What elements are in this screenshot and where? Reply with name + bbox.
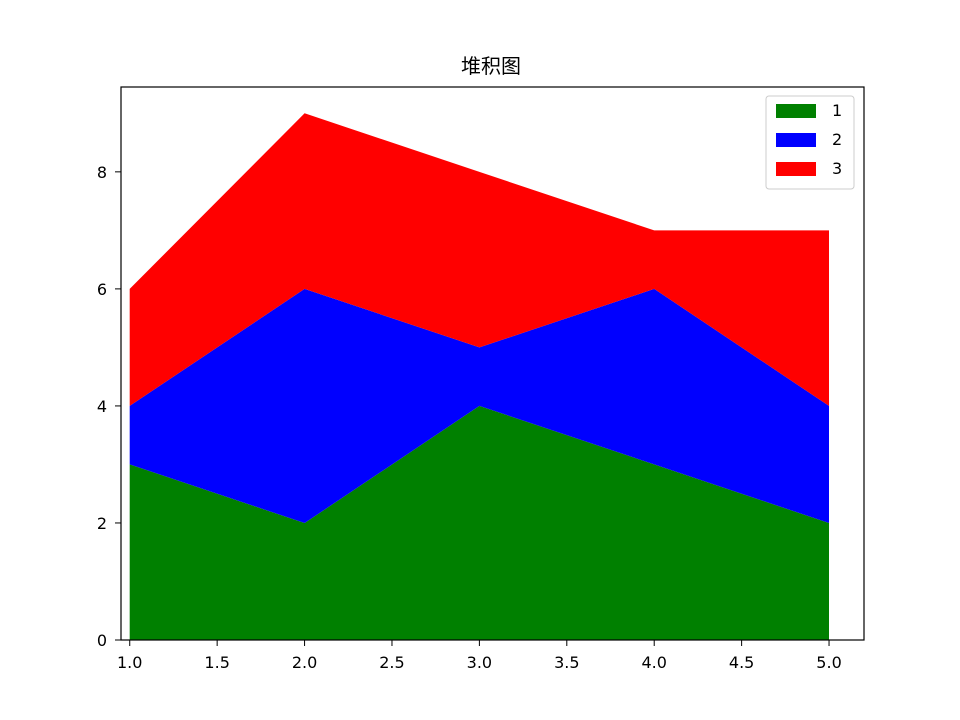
legend: 1 2 3	[765, 95, 855, 190]
y-tick-label: 2	[97, 514, 107, 533]
x-tick-label: 2.0	[292, 653, 317, 672]
x-tick-label: 2.5	[379, 653, 404, 672]
legend-swatch-2	[776, 133, 816, 147]
x-tick-label: 3.0	[467, 653, 492, 672]
area-series-2	[129, 288, 829, 523]
y-tick-label: 0	[97, 631, 107, 650]
x-axis: 1.0 1.5 2.0 2.5 3.0 3.5 4.0 4.5 5.0	[117, 640, 842, 672]
legend-swatch-3	[776, 162, 816, 176]
legend-label-2: 2	[832, 130, 842, 149]
legend-label-1: 1	[832, 101, 842, 120]
legend-swatch-1	[776, 104, 816, 118]
x-tick-label: 5.0	[816, 653, 841, 672]
y-tick-label: 6	[97, 280, 107, 299]
x-tick-label: 3.5	[554, 653, 579, 672]
y-tick-label: 4	[97, 397, 107, 416]
x-tick-label: 1.5	[204, 653, 229, 672]
chart-title: 堆积图	[461, 54, 521, 78]
area-series-3	[129, 113, 829, 406]
y-axis: 0 2 4 6 8	[97, 163, 121, 650]
plot-frame	[120, 86, 865, 641]
legend-label-3: 3	[832, 159, 842, 178]
y-tick-label: 8	[97, 163, 107, 182]
area-layers	[129, 113, 829, 640]
x-tick-label: 4.5	[729, 653, 754, 672]
area-series-1	[129, 405, 829, 640]
x-tick-label: 1.0	[117, 653, 142, 672]
x-tick-label: 4.0	[641, 653, 666, 672]
